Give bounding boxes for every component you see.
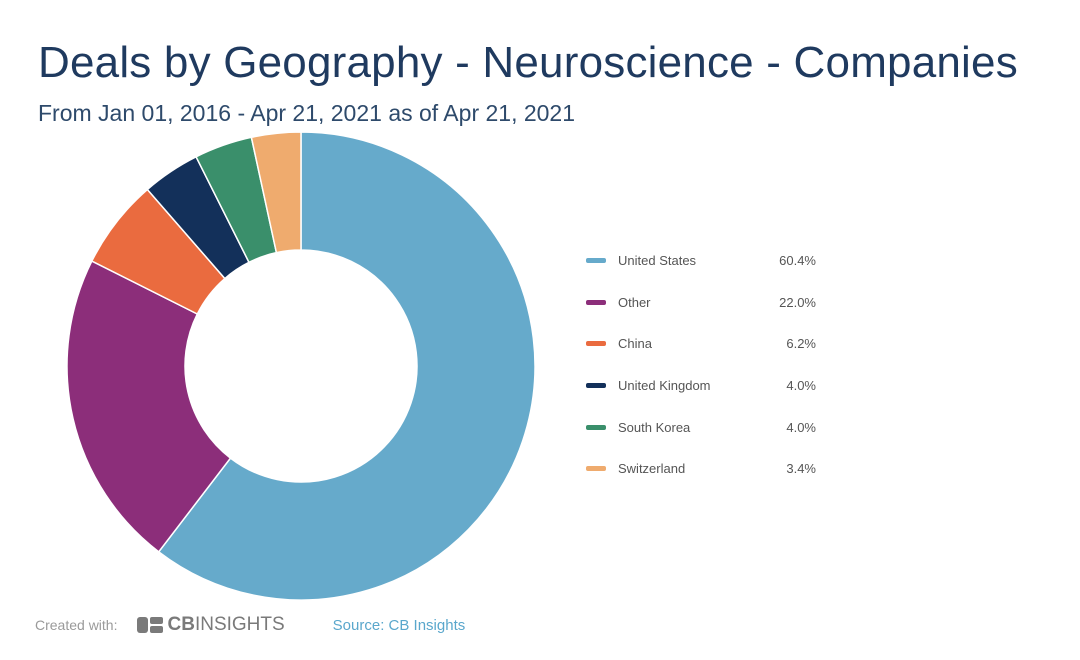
legend-value: 22.0% [779, 294, 816, 310]
legend-value: 4.0% [786, 419, 816, 435]
cb-insights-logo-icon [137, 617, 164, 633]
donut-slice-united-states[interactable] [157, 131, 536, 601]
chart-title: Deals by Geography - Neuroscience - Comp… [38, 38, 1018, 87]
legend-label: United States [618, 253, 697, 269]
legend-label: China [618, 336, 652, 352]
chart-subtitle: From Jan 01, 2016 - Apr 21, 2021 as of A… [38, 100, 576, 126]
legend-value: 60.4% [779, 253, 816, 269]
legend-item-united-kingdom[interactable]: United Kingdom 4.0% [586, 365, 816, 407]
donut-chart [66, 131, 536, 601]
donut-slice-switzerland[interactable] [250, 131, 302, 254]
legend-swatch [586, 258, 606, 264]
logo-bold: CB [167, 614, 195, 635]
legend-label: United Kingdom [618, 378, 711, 394]
legend-label: Switzerland [618, 461, 686, 477]
legend-item-united-states[interactable]: United States 60.4% [586, 240, 816, 282]
legend-item-south-korea[interactable]: South Korea 4.0% [586, 406, 816, 448]
donut-slice-other[interactable] [66, 260, 232, 553]
legend-item-other[interactable]: Other 22.0% [586, 282, 816, 324]
cb-insights-logo: CBINSIGHTS [137, 614, 285, 636]
logo-rest: INSIGHTS [194, 614, 285, 635]
legend-label: South Korea [618, 419, 691, 435]
chart-legend: United States 60.4% Other 22.0% China 6.2% Uni… [586, 240, 816, 490]
footer: Created with: CBINSIGHTS Source: CB Insi… [35, 614, 465, 636]
legend-value: 6.2% [786, 336, 816, 352]
legend-item-switzerland[interactable]: Switzerland 3.4% [586, 448, 816, 490]
legend-value: 3.4% [786, 461, 816, 477]
legend-item-china[interactable]: China 6.2% [586, 323, 816, 365]
legend-swatch [586, 424, 606, 430]
created-with-label: Created with: [35, 617, 118, 633]
legend-swatch [586, 341, 606, 347]
legend-swatch [586, 383, 606, 389]
legend-swatch [586, 299, 606, 305]
legend-swatch [586, 466, 606, 472]
legend-value: 4.0% [786, 378, 816, 394]
legend-label: Other [618, 294, 651, 310]
source-link[interactable]: Source: CB Insights [332, 616, 466, 634]
